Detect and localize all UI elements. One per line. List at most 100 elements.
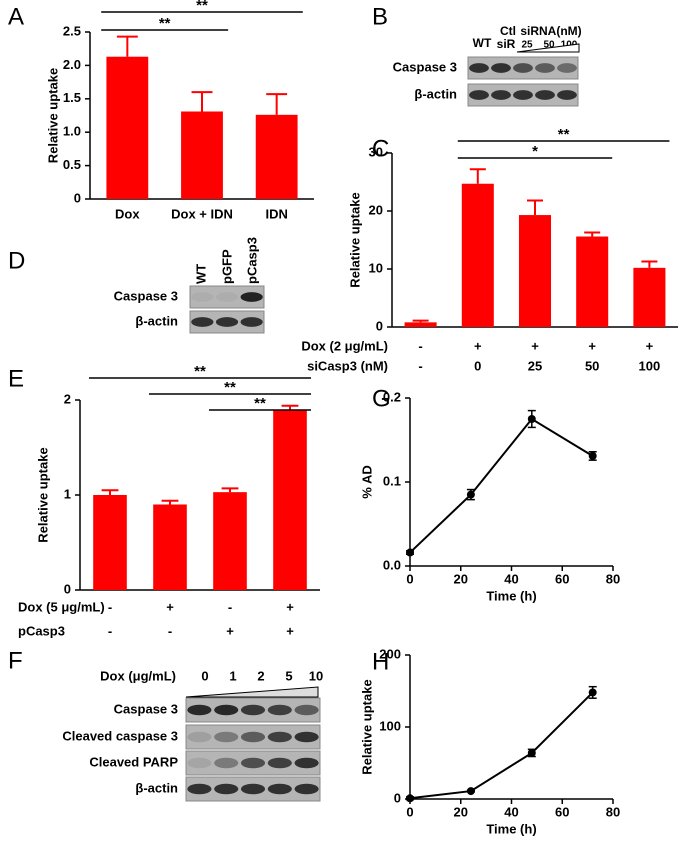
x-tick-label: 60 bbox=[555, 571, 569, 586]
row-label: + bbox=[286, 599, 294, 614]
blot-row-label: β-actin bbox=[414, 86, 457, 101]
blot-header: 10 bbox=[309, 668, 323, 683]
row-label: 25 bbox=[528, 358, 542, 373]
row-label: 100 bbox=[639, 358, 661, 373]
y-tick-label: 2.5 bbox=[63, 23, 81, 38]
row-label: + bbox=[286, 623, 294, 638]
row-name: pCasp3 bbox=[18, 623, 65, 638]
blot-header: 25 bbox=[521, 40, 533, 51]
row-label: - bbox=[168, 623, 172, 638]
line bbox=[409, 691, 594, 800]
blot-row-label: Cleaved caspase 3 bbox=[62, 728, 178, 743]
blot-band bbox=[535, 63, 555, 73]
blot-header: 5 bbox=[285, 668, 292, 683]
blot-row-label: Caspase 3 bbox=[114, 701, 178, 716]
y-tick-label: 0.0 bbox=[383, 557, 401, 572]
blot-row-label: Cleaved PARP bbox=[89, 754, 178, 769]
x-tick-label: 80 bbox=[606, 804, 620, 819]
y-tick-label: 0.1 bbox=[383, 473, 401, 488]
bar bbox=[181, 111, 223, 199]
blot-row-label: Caspase 3 bbox=[393, 59, 457, 74]
y-tick-label: 2 bbox=[64, 391, 71, 406]
row-label: + bbox=[474, 338, 482, 353]
blot-header: WT bbox=[193, 264, 208, 284]
row-label: + bbox=[646, 338, 654, 353]
bar bbox=[106, 56, 149, 199]
blot-treatment: Dox (μg/mL) bbox=[100, 668, 176, 683]
row-label: - bbox=[418, 338, 422, 353]
x-tick-label: Dox + IDN bbox=[171, 206, 233, 221]
gradient-wedge bbox=[185, 686, 319, 698]
y-tick-label: 0.2 bbox=[383, 389, 401, 404]
blot-band bbox=[557, 90, 577, 100]
bar bbox=[461, 183, 494, 327]
panel-label: H bbox=[372, 648, 389, 675]
blot-header: WT bbox=[473, 36, 492, 50]
significance-label: ** bbox=[196, 0, 208, 14]
bar bbox=[273, 409, 307, 590]
x-tick-label: 40 bbox=[504, 571, 518, 586]
blot-band bbox=[214, 731, 239, 743]
y-axis-label: Relative uptake bbox=[359, 679, 374, 774]
panel-label: D bbox=[8, 247, 25, 274]
blot-header: pGFP bbox=[219, 249, 234, 284]
significance-label: ** bbox=[194, 363, 206, 380]
bar bbox=[153, 504, 187, 590]
y-tick-label: 10 bbox=[369, 260, 383, 275]
blot-band bbox=[214, 704, 239, 716]
blot-header: 2 bbox=[257, 668, 264, 683]
x-axis-label: Time (h) bbox=[486, 821, 536, 836]
x-tick-label: 80 bbox=[606, 571, 620, 586]
row-label: - bbox=[108, 623, 112, 638]
significance-label: ** bbox=[558, 126, 570, 143]
blot-band bbox=[557, 63, 577, 73]
blot-header: 50 bbox=[543, 40, 555, 51]
blot-band bbox=[513, 90, 533, 100]
row-label: - bbox=[108, 599, 112, 614]
blot-header: pCasp3 bbox=[244, 237, 259, 284]
blot-header: 0 bbox=[201, 668, 208, 683]
significance-label: ** bbox=[224, 379, 236, 396]
blot-band bbox=[240, 731, 266, 743]
y-tick-label: 30 bbox=[369, 144, 383, 159]
blot-band bbox=[294, 757, 319, 769]
y-tick-label: 0 bbox=[376, 318, 383, 333]
panel-label: B bbox=[372, 3, 388, 30]
blot-band bbox=[191, 317, 214, 327]
panel-label: A bbox=[8, 3, 24, 30]
blot-band bbox=[187, 704, 212, 716]
point bbox=[527, 748, 536, 757]
blot-row-label: Caspase 3 bbox=[114, 288, 178, 303]
blot-header: siR bbox=[497, 37, 516, 51]
y-tick-label: 0 bbox=[74, 190, 81, 205]
row-label: + bbox=[166, 599, 174, 614]
significance-label: * bbox=[532, 143, 538, 160]
y-tick-label: 2.0 bbox=[63, 57, 81, 72]
row-label: + bbox=[531, 338, 539, 353]
blot-row-label: β-actin bbox=[135, 780, 178, 795]
point bbox=[588, 688, 597, 697]
bar bbox=[576, 236, 609, 327]
row-label: - bbox=[228, 599, 232, 614]
blot-band bbox=[491, 90, 511, 100]
blot-band bbox=[240, 783, 266, 795]
bar bbox=[93, 495, 127, 590]
y-tick-label: 1.5 bbox=[63, 90, 81, 105]
row-label: + bbox=[588, 338, 596, 353]
blot-band bbox=[267, 783, 292, 795]
blot-band bbox=[469, 90, 489, 100]
row-label: + bbox=[226, 623, 234, 638]
point bbox=[466, 490, 475, 499]
x-axis-label: Time (h) bbox=[486, 588, 536, 603]
bar bbox=[633, 267, 666, 327]
point bbox=[406, 548, 414, 557]
y-tick-label: 200 bbox=[379, 646, 401, 661]
blot-band bbox=[214, 783, 239, 795]
x-tick-label: 0 bbox=[406, 571, 413, 586]
bar bbox=[404, 322, 437, 327]
y-tick-label: 100 bbox=[379, 718, 401, 733]
point bbox=[406, 794, 414, 803]
blot-band bbox=[187, 783, 212, 795]
panel-label: F bbox=[8, 647, 23, 674]
